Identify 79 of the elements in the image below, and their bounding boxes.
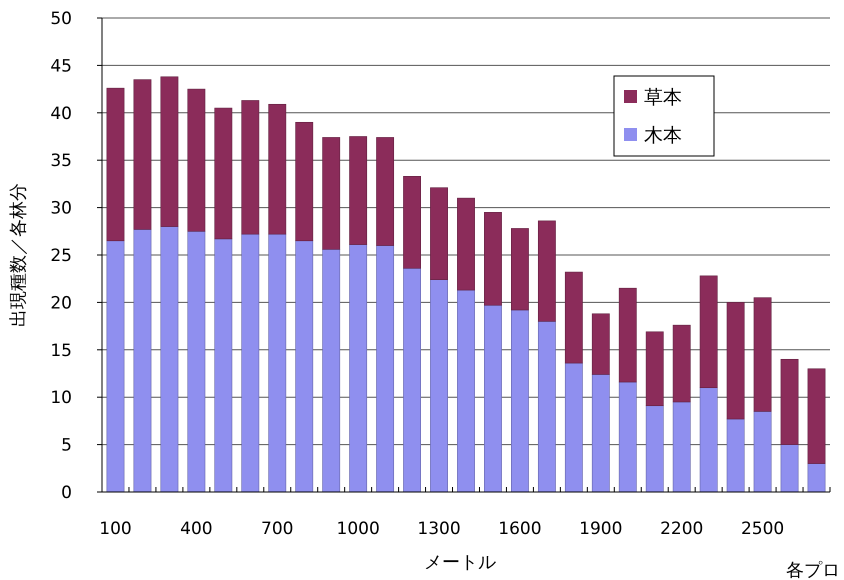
bar [295, 122, 314, 242]
bar [646, 405, 664, 492]
bar [726, 302, 745, 420]
bar [726, 418, 745, 492]
bar [808, 368, 826, 464]
bar [187, 88, 206, 232]
bar [160, 226, 178, 492]
bar [484, 304, 502, 492]
bar [376, 245, 394, 492]
y-tick-label: 5 [61, 436, 72, 456]
bar [134, 229, 152, 492]
bar [700, 276, 718, 388]
y-tick-label: 10 [50, 388, 72, 408]
bar [592, 313, 610, 375]
x-tick-label: 100 [99, 519, 132, 539]
x-tick-label: 2500 [740, 519, 784, 539]
x-axis-title: メートル [424, 552, 496, 573]
bar [322, 249, 340, 492]
bar [457, 198, 475, 290]
x-tick-label: 1000 [336, 519, 380, 539]
bar [295, 240, 314, 492]
y-tick-label: 15 [50, 340, 72, 361]
bar [106, 88, 124, 242]
bar [349, 244, 368, 492]
bar [538, 321, 556, 492]
y-tick-label: 0 [61, 482, 72, 503]
bar [241, 234, 260, 492]
legend-label: 草本 [644, 86, 682, 109]
y-tick-label: 35 [50, 151, 72, 172]
bar [106, 240, 124, 492]
bar [457, 290, 475, 492]
bar [187, 231, 206, 492]
x-tick-label: 400 [180, 519, 213, 539]
x-tick-label: 700 [261, 519, 294, 539]
y-tick-label: 40 [50, 104, 72, 124]
y-tick-label: 45 [50, 56, 72, 76]
bar [403, 176, 421, 269]
y-axis-title: 出現種数／各林分 [8, 183, 29, 327]
x-tick-label: 1300 [417, 519, 461, 539]
bar [430, 187, 448, 280]
bar [672, 402, 691, 492]
bar [241, 100, 260, 234]
bar [808, 463, 826, 492]
bar [430, 279, 448, 492]
bar [780, 358, 798, 445]
bar [592, 374, 610, 492]
x-tick-label: 2200 [660, 519, 704, 539]
bar [214, 108, 232, 240]
text: 各プロ [786, 560, 840, 580]
bar [160, 76, 178, 227]
bar [322, 137, 340, 250]
y-tick-label: 20 [50, 293, 72, 314]
y-tick-label: 50 [50, 8, 72, 29]
bar [134, 79, 152, 230]
bar [268, 234, 286, 492]
y-tick-label: 25 [50, 246, 72, 266]
bar [618, 288, 637, 382]
bar [403, 268, 421, 492]
bar [700, 387, 718, 492]
bar [214, 238, 232, 492]
bar [511, 310, 529, 492]
bar [376, 137, 394, 246]
bar [564, 272, 583, 364]
x-tick-label: 1900 [579, 519, 622, 539]
bar [511, 228, 529, 310]
bar [672, 324, 691, 402]
y-tick-label: 30 [50, 198, 72, 219]
bar [564, 362, 583, 492]
x-tick-label: 1600 [498, 519, 542, 539]
legend-label: 木本 [644, 124, 682, 147]
bar [484, 212, 502, 306]
bar [646, 331, 664, 406]
bar [268, 104, 286, 234]
bar [754, 411, 772, 492]
bar [780, 444, 798, 492]
bar [618, 382, 637, 492]
bar [754, 297, 772, 412]
bar [349, 136, 368, 245]
bar [538, 220, 556, 322]
